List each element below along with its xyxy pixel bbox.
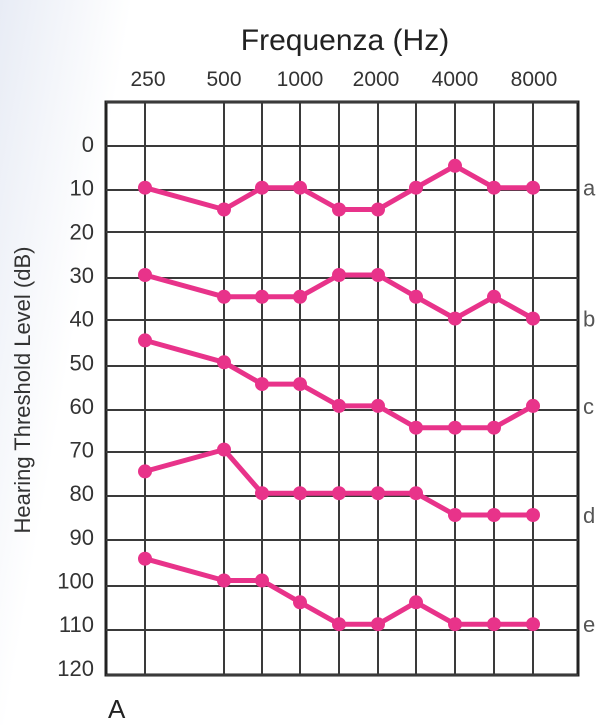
data-point [526,180,540,195]
data-point [138,464,152,479]
panel-label: A [108,694,126,724]
data-point [526,508,540,522]
y-tick-label: 60 [70,394,94,419]
data-point [255,377,269,392]
data-point [255,180,269,195]
data-point [371,398,385,413]
series-e [138,551,540,632]
y-tick-label: 80 [70,481,94,506]
y-tick-label: 90 [70,525,94,550]
data-point [217,573,231,588]
x-tick-label: 8000 [511,68,558,91]
y-tick-label: 0 [82,132,94,157]
series-line-a [144,163,533,212]
y-tick-label: 120 [57,656,94,681]
data-point [526,398,540,413]
data-point [409,289,423,304]
y-tick-label: 10 [70,176,94,201]
series-label-c: c [583,394,594,419]
y-tick-label: 20 [70,219,94,244]
data-point [487,420,501,435]
series-label-d: d [583,503,595,528]
data-point [332,617,346,632]
y-tick-label: 50 [70,350,94,375]
data-point [409,486,423,501]
grid [104,100,580,677]
y-tick-labels: 0 10 20 30 40 50 60 70 80 90 100 110 120 [57,132,94,681]
data-point [332,398,346,413]
data-point [332,486,346,501]
data-point [409,420,423,435]
series-c [138,333,540,435]
series-b [138,268,540,326]
y-tick-label: 40 [70,307,94,332]
data-point [487,508,501,522]
data-point [138,180,152,195]
series-line-d [144,447,533,518]
chart-title: Frequenza (Hz) [241,24,449,57]
data-point [332,202,346,217]
series-labels: a b c d e [583,176,596,638]
data-point [409,180,423,195]
data-point [255,289,269,304]
data-point [217,289,231,304]
data-point [526,617,540,632]
x-tick-label: 2000 [353,68,400,91]
data-point [448,420,462,435]
data-point [293,595,307,610]
data-point [448,617,462,632]
y-tick-label: 30 [70,263,94,288]
data-point [217,202,231,217]
series-d [138,442,540,522]
data-point [371,202,385,217]
x-tick-label: 500 [206,68,241,91]
data-point [255,486,269,501]
data-point [409,595,423,610]
x-tick-label: 250 [130,68,165,91]
series-line-e [144,556,533,627]
series-label-a: a [583,176,596,201]
data-point [293,377,307,392]
data-point [526,311,540,326]
x-tick-label: 1000 [277,68,324,91]
data-point [487,617,501,632]
data-point [371,617,385,632]
data-point [487,180,501,195]
data-point [487,289,501,304]
data-point [138,333,152,348]
data-point [217,355,231,370]
data-point [138,268,152,282]
data-point [138,551,152,566]
data-point [448,158,462,173]
x-tick-label: 4000 [432,68,479,91]
data-point [293,180,307,195]
series-a [138,158,540,217]
series-label-b: b [583,307,595,332]
series-group [138,158,540,632]
data-point [217,442,231,457]
x-tick-labels: 250 500 1000 2000 4000 8000 [130,68,557,91]
data-point [255,573,269,588]
series-label-e: e [583,612,595,637]
series-line-c [144,337,535,431]
data-point [371,486,385,501]
y-tick-label: 100 [57,569,94,594]
data-point [293,289,307,304]
data-point [332,268,346,282]
y-tick-label: 110 [59,612,94,637]
y-axis-label: Hearing Threshold Level (dB) [10,247,35,534]
data-point [371,268,385,282]
data-point [293,486,307,501]
data-point [448,311,462,326]
y-tick-label: 70 [70,438,94,463]
data-point [448,508,462,522]
series-line-b [144,272,535,322]
